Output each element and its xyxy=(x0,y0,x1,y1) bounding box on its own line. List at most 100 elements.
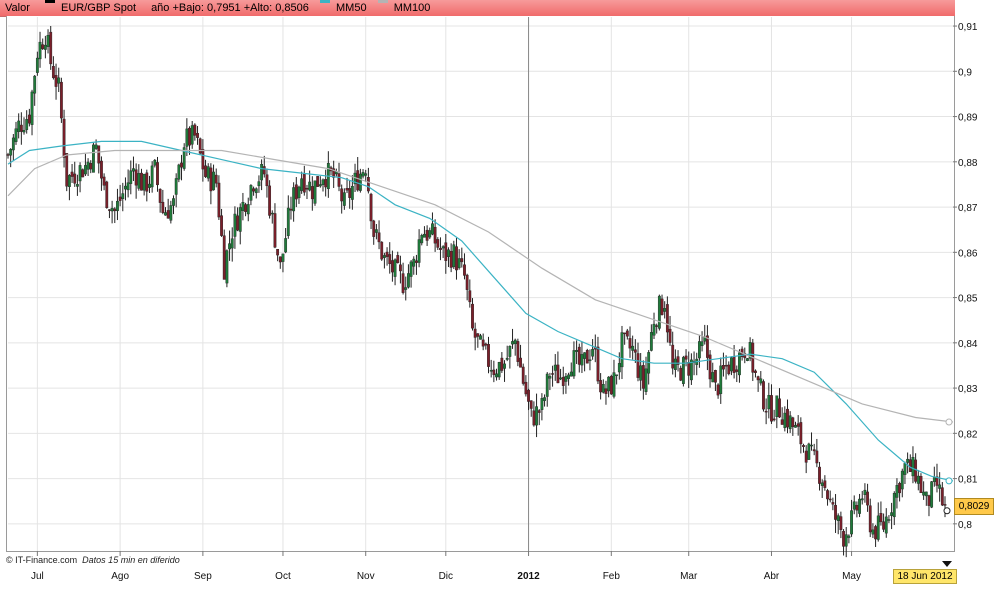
credit-note: Datos 15 min en diferido xyxy=(82,555,180,565)
candle-up xyxy=(607,376,611,392)
candle-down xyxy=(684,355,688,360)
candle-up xyxy=(689,359,693,381)
candle-up xyxy=(286,207,290,236)
candle-down xyxy=(100,160,103,179)
candle-up xyxy=(652,323,656,336)
candle-up xyxy=(404,287,408,290)
candle-down xyxy=(791,417,795,428)
candle-up xyxy=(895,485,899,498)
candle-down xyxy=(369,193,373,222)
last-price-label: 0,8029 xyxy=(954,498,994,515)
candle-down xyxy=(716,384,720,396)
ma50-line xyxy=(7,140,954,482)
candle-up xyxy=(284,238,288,253)
candle-up xyxy=(850,510,853,535)
candle-down xyxy=(842,530,845,547)
candle-down xyxy=(882,521,885,530)
candle-up xyxy=(559,377,562,380)
candle-up xyxy=(249,185,253,201)
candle-down xyxy=(625,330,629,337)
candle-down xyxy=(209,167,213,192)
candle-down xyxy=(463,264,466,276)
candle-down xyxy=(265,174,269,187)
candle-up xyxy=(11,137,15,151)
candle-down xyxy=(70,171,74,177)
candle-up xyxy=(495,373,498,378)
candle-down xyxy=(302,174,306,193)
y-tick-label: 0,82 xyxy=(958,429,978,440)
candle-down xyxy=(436,239,440,248)
candle-down xyxy=(706,335,709,358)
candle-down xyxy=(732,356,736,373)
candle-up xyxy=(924,491,928,497)
y-tick-label: 0,8 xyxy=(958,520,972,531)
candle-down xyxy=(105,181,109,209)
candle-up xyxy=(906,458,910,463)
candle-down xyxy=(519,357,522,368)
candle-up xyxy=(431,223,434,235)
candle-down xyxy=(145,172,149,192)
candle-down xyxy=(348,188,352,198)
ma100-line xyxy=(7,149,954,423)
candle-up xyxy=(783,412,787,428)
candle-up xyxy=(649,332,653,351)
y-tick-label: 0,89 xyxy=(958,113,978,124)
candle-up xyxy=(540,398,544,410)
candle-up xyxy=(535,406,538,426)
scroll-down-icon xyxy=(942,561,952,567)
candle-down xyxy=(345,188,349,191)
candle-up xyxy=(420,235,424,244)
candle-down xyxy=(527,389,530,402)
candle-up xyxy=(38,41,42,60)
candle-up xyxy=(511,341,514,345)
candle-down xyxy=(828,498,832,501)
credit-source: © IT-Finance.com xyxy=(6,555,78,565)
candle-up xyxy=(67,175,71,187)
candle-up xyxy=(884,516,888,534)
candle-up xyxy=(182,147,186,169)
candle-up xyxy=(663,308,667,312)
y-tick-label: 0,81 xyxy=(958,475,978,486)
candle-up xyxy=(361,172,365,177)
candle-up xyxy=(132,168,135,172)
candle-up xyxy=(212,171,215,191)
candle-up xyxy=(164,212,167,216)
candle-down xyxy=(391,260,394,273)
candle-up xyxy=(852,501,856,510)
candle-up xyxy=(84,165,87,175)
candle-up xyxy=(350,185,354,200)
candle-down xyxy=(449,250,453,268)
candle-down xyxy=(268,185,272,216)
candle-down xyxy=(577,346,581,365)
candle-up xyxy=(417,239,421,263)
x-tick-label: Ago xyxy=(111,571,129,582)
candle-down xyxy=(399,264,402,272)
candle-down xyxy=(65,153,69,187)
candle-down xyxy=(604,388,608,394)
candle-down xyxy=(465,274,469,290)
candle-down xyxy=(481,339,485,347)
candle-up xyxy=(863,489,867,495)
candle-down xyxy=(823,480,827,488)
candle-up xyxy=(124,185,127,190)
candle-down xyxy=(724,365,728,367)
candle-up xyxy=(78,165,82,182)
candle-down xyxy=(561,376,565,386)
candle-down xyxy=(222,235,226,280)
candle-down xyxy=(537,410,541,413)
candle-up xyxy=(137,173,141,189)
candle-up xyxy=(241,202,245,211)
candle-down xyxy=(756,376,760,381)
candle-up xyxy=(321,179,325,185)
x-tick-label: Sep xyxy=(194,571,212,582)
candle-up xyxy=(580,354,584,366)
candle-up xyxy=(588,359,592,362)
candle-up xyxy=(892,493,896,518)
candle-up xyxy=(169,205,173,221)
y-tick-label: 0,87 xyxy=(958,203,978,214)
ma100-end-marker xyxy=(945,418,953,426)
candle-down xyxy=(874,526,877,540)
candle-down xyxy=(252,188,255,192)
candle-up xyxy=(238,207,242,232)
candle-down xyxy=(180,162,183,168)
